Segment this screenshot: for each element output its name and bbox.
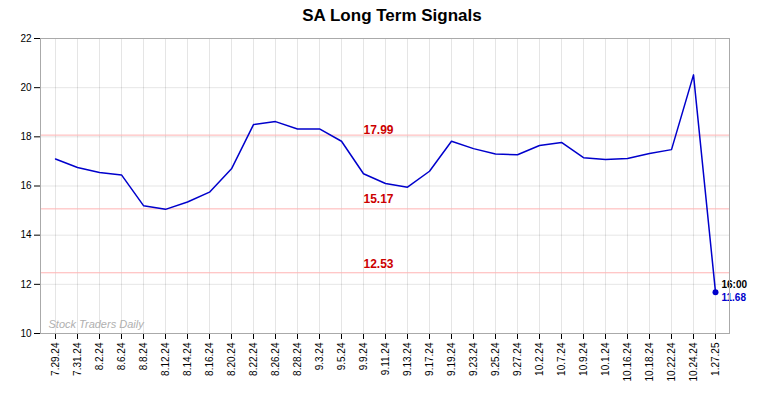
- svg-text:8.6.24: 8.6.24: [116, 342, 127, 370]
- svg-text:10.2.24: 10.2.24: [534, 342, 545, 376]
- svg-text:8.20.24: 8.20.24: [226, 342, 237, 376]
- svg-text:16: 16: [20, 180, 32, 191]
- svg-text:9.25.24: 9.25.24: [490, 342, 501, 376]
- svg-text:14: 14: [20, 229, 32, 240]
- svg-text:8.14.24: 8.14.24: [182, 342, 193, 376]
- svg-text:16:00: 16:00: [722, 279, 748, 290]
- svg-text:22: 22: [20, 33, 32, 44]
- svg-text:8.8.24: 8.8.24: [138, 342, 149, 370]
- svg-text:9.23.24: 9.23.24: [468, 342, 479, 376]
- svg-text:10.9.24: 10.9.24: [578, 342, 589, 376]
- svg-text:15.17: 15.17: [364, 192, 394, 206]
- svg-text:20: 20: [20, 82, 32, 93]
- svg-text:10.22.24: 10.22.24: [666, 342, 677, 381]
- svg-text:8.2.24: 8.2.24: [94, 342, 105, 370]
- svg-text:11.68: 11.68: [722, 292, 747, 303]
- svg-text:1.27.25: 1.27.25: [710, 342, 721, 376]
- svg-text:8.16.24: 8.16.24: [204, 342, 215, 376]
- svg-text:10: 10: [20, 328, 32, 339]
- svg-text:7.29.24: 7.29.24: [50, 342, 61, 376]
- svg-text:9.3.24: 9.3.24: [314, 342, 325, 370]
- svg-text:8.28.24: 8.28.24: [292, 342, 303, 376]
- svg-text:Stock Traders Daily: Stock Traders Daily: [49, 318, 146, 330]
- svg-text:9.13.24: 9.13.24: [402, 342, 413, 376]
- svg-text:10.18.24: 10.18.24: [644, 342, 655, 381]
- svg-text:10.7.24: 10.7.24: [556, 342, 567, 376]
- svg-text:12: 12: [20, 279, 32, 290]
- svg-text:12.53: 12.53: [364, 257, 394, 271]
- html-text:SA Long Term Signals: SA Long Term Signals: [302, 6, 482, 25]
- svg-text:7.31.24: 7.31.24: [72, 342, 83, 376]
- svg-text:9.17.24: 9.17.24: [424, 342, 435, 376]
- svg-text:9.27.24: 9.27.24: [512, 342, 523, 376]
- svg-text:10.1.24: 10.1.24: [600, 342, 611, 376]
- svg-text:9.11.24: 9.11.24: [380, 342, 391, 375]
- svg-text:9.19.24: 9.19.24: [446, 342, 457, 376]
- svg-text:10.24.24: 10.24.24: [688, 342, 699, 381]
- svg-text:18: 18: [20, 131, 32, 142]
- svg-text:10.16.24: 10.16.24: [622, 342, 633, 381]
- svg-text:9.5.24: 9.5.24: [336, 342, 347, 370]
- svg-text:17.99: 17.99: [364, 123, 394, 137]
- svg-text:8.22.24: 8.22.24: [248, 342, 259, 376]
- svg-text:8.12.24: 8.12.24: [160, 342, 171, 376]
- svg-text:9.9.24: 9.9.24: [358, 342, 369, 370]
- svg-text:8.26.24: 8.26.24: [270, 342, 281, 376]
